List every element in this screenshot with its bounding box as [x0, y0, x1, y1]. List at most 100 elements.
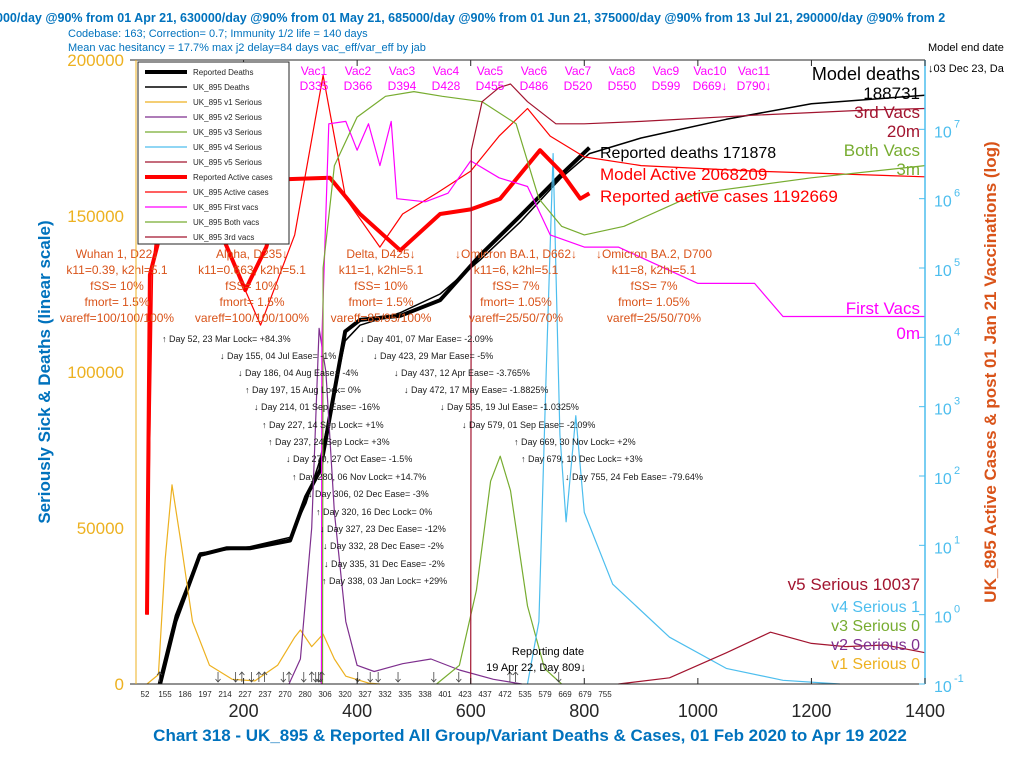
ease-arrow-icon — [215, 672, 221, 683]
y-left-tick-label: 0 — [115, 675, 124, 694]
lock-arrow-icon — [308, 671, 315, 682]
legend-entry: UK_895 v1 Serious — [193, 98, 262, 107]
intervention-annotation: ↓ Day 401, 07 Mar Ease= -2.09% — [360, 334, 493, 344]
y-left-tick-label: 100000 — [67, 363, 124, 382]
intervention-annotation: ↓ Day 755, 24 Feb Ease= -79.64% — [565, 472, 703, 482]
variant-k: k11=8, k2hl=5.1 — [612, 263, 697, 277]
vaccination-day: D366 — [344, 79, 373, 93]
intervention-annotation: ↑ Day 237, 24 Sep Lock= +3% — [268, 437, 390, 447]
y-right-tick-exp: 6 — [954, 188, 960, 200]
intervention-annotation: ↑ Day 52, 23 Mar Lock= +84.3% — [162, 334, 291, 344]
variant-k: k11=1, k2hl=5.1 — [339, 263, 424, 277]
end-label: Model Active 2068209 — [600, 165, 767, 184]
ease-arrow-icon — [300, 672, 307, 683]
legend: Reported Deaths UK_895 Deaths UK_895 v1 Se… — [137, 61, 290, 245]
reporting-date-value: 19 Apr 22, Day 809↓ — [486, 662, 586, 674]
end-label: 188731 — [863, 84, 920, 103]
intervention-annotation: ↓ Day 535, 19 Jul Ease= -1.0325% — [440, 402, 579, 412]
y-right-tick-base: 10 — [934, 402, 952, 419]
intervention-annotation: ↑ Day 280, 06 Nov Lock= +14.7% — [292, 472, 426, 482]
series-line-2 — [146, 484, 380, 685]
intervention-day-label: 679 — [578, 690, 592, 699]
intervention-annotation: ↑ Day 669, 30 Nov Lock= +2% — [514, 437, 636, 447]
vaccination-day: D550 — [608, 79, 637, 93]
y-right-tick-exp: 4 — [954, 326, 960, 338]
intervention-day-label: 280 — [298, 690, 312, 699]
ease-arrow-icon — [354, 672, 361, 683]
intervention-day-label: 335 — [398, 690, 412, 699]
intervention-day-label: 306 — [318, 690, 332, 699]
end-label: v3 Serious 0 — [831, 618, 920, 635]
annotation-layer: ↑ Day 52, 23 Mar Lock= +84.3% 52 ↓ Day 155… — [60, 64, 920, 699]
variant-name: Wuhan 1, D22↓ — [76, 247, 159, 261]
y-right-tick-base: 10 — [934, 540, 952, 557]
ease-arrow-icon — [555, 672, 562, 683]
vaccination-label: Vac7 — [565, 64, 592, 78]
variant-name: Delta, D425↓ — [346, 247, 415, 261]
variant-fmort: fmort= 1.5% — [219, 295, 284, 309]
intervention-day-label: 155 — [158, 690, 172, 699]
vaccination-label: Vac1 — [301, 64, 328, 78]
intervention-annotation: ↓ Day 214, 01 Sep Ease= -16% — [254, 402, 380, 412]
vaccination-day: D599 — [652, 79, 681, 93]
variant-vareff: vareff=100/100/100% — [60, 311, 175, 325]
lock-arrow-icon — [319, 671, 325, 682]
legend-entry: Reported Deaths — [193, 68, 253, 77]
variant-k: k11=0.663, k2hl=5.1 — [198, 263, 306, 277]
variant-fss: fSS= 10% — [225, 279, 279, 293]
intervention-day-label: 755 — [598, 690, 612, 699]
vaccination-day: D394 — [388, 79, 417, 93]
intervention-day-label: 423 — [458, 690, 472, 699]
ease-arrow-icon — [280, 672, 287, 683]
vaccination-day: D428 — [432, 79, 461, 93]
vaccination-day: D455 — [476, 79, 505, 93]
y-right-tick-exp: 5 — [954, 257, 960, 269]
variant-fss: fSS= 10% — [90, 279, 144, 293]
intervention-day-label: 472 — [498, 690, 512, 699]
intervention-annotation: ↓ Day 423, 29 Mar Ease= -5% — [373, 351, 493, 361]
y-right-tick-exp: 2 — [954, 465, 960, 477]
x-tick-label: 1400 — [905, 701, 945, 721]
intervention-day-label: 401 — [438, 690, 452, 699]
model-end-date-value: ↓03 Dec 23, Da — [928, 63, 1005, 75]
end-label: Reported deaths 171878 — [600, 145, 776, 162]
end-label: 3rd Vacs — [854, 103, 920, 122]
x-tick-label: 1200 — [791, 701, 831, 721]
legend-entry: UK_895 v5 Serious — [193, 158, 262, 167]
end-label: 0m — [896, 324, 920, 343]
end-label: v1 Serious 0 — [831, 656, 920, 673]
variant-name: ↓Omicron BA.2, D700 — [596, 247, 712, 261]
intervention-day-label: 270 — [278, 690, 292, 699]
vaccination-day: D335 — [300, 79, 329, 93]
legend-entry: UK_895 Active cases — [193, 188, 269, 197]
y-right-tick-base: 10 — [934, 263, 952, 280]
ease-arrow-icon — [455, 672, 462, 683]
end-label: v4 Serious 1 — [831, 599, 920, 616]
y-right-label: UK_895 Active Cases & post 01 Jan 21 Vac… — [981, 141, 1000, 602]
ease-arrow-icon — [375, 672, 381, 683]
variant-vareff: vareff=25/50/70% — [607, 311, 702, 325]
reporting-date-label: Reporting date — [512, 646, 584, 658]
y-right-tick-exp: 0 — [954, 604, 960, 616]
intervention-annotation: ↓ Day 437, 12 Apr Ease= -3.765% — [394, 368, 530, 378]
intervention-annotation: ↑ Day 679, 10 Dec Lock= +3% — [521, 454, 643, 464]
variant-vareff: vareff=85/95/100% — [331, 311, 432, 325]
end-label: First Vacs — [846, 299, 920, 318]
intervention-annotation: ↓ Day 186, 04 Aug Ease= -4% — [238, 368, 358, 378]
legend-entry: UK_895 Both vacs — [193, 218, 259, 227]
series-line-4 — [436, 455, 563, 685]
variant-fmort: fmort= 1.05% — [480, 295, 552, 309]
y-right-tick-base: 10 — [934, 332, 952, 349]
lock-arrow-icon — [261, 671, 268, 682]
variant-fss: fSS= 7% — [630, 279, 677, 293]
x-tick-label: 600 — [456, 701, 486, 721]
series-line-1 — [157, 94, 926, 685]
variant-fss: fSS= 10% — [354, 279, 408, 293]
variant-k: k11=0.39, k2hl=5.1 — [66, 263, 168, 277]
variant-name: Alpha, D235↓ — [216, 247, 288, 261]
intervention-day-label: 437 — [478, 690, 492, 699]
intervention-day-label: 579 — [538, 690, 552, 699]
legend-entry: UK_895 v4 Serious — [193, 143, 262, 152]
ease-arrow-icon — [395, 672, 401, 683]
intervention-annotation: ↓ Day 472, 17 May Ease= -1.8825% — [404, 385, 548, 395]
